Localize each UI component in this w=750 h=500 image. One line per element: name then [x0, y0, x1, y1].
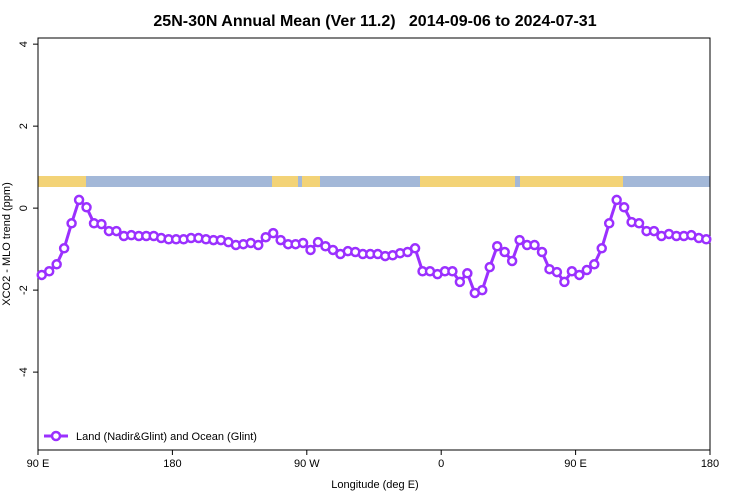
data-point	[297, 237, 309, 249]
x-tick-label: 90 W	[294, 458, 320, 470]
data-point	[484, 261, 495, 273]
land-strip	[420, 176, 515, 187]
data-point	[589, 259, 600, 270]
data-point	[111, 225, 122, 237]
x-axis-label: Longitude (deg E)	[331, 479, 418, 491]
data-point	[559, 276, 570, 288]
data-point	[491, 241, 503, 252]
data-point	[43, 266, 55, 277]
data-point	[701, 234, 712, 245]
y-tick-label: 0	[18, 205, 30, 211]
y-tick-label: 4	[18, 41, 30, 47]
chart-title: 25N-30N Annual Mean (Ver 11.2) 2014-09-0…	[153, 13, 596, 30]
data-point	[611, 194, 622, 206]
land-strip	[302, 176, 320, 187]
legend-marker	[50, 430, 62, 442]
data-point	[305, 244, 316, 256]
legend-label: Land (Nadir&Glint) and Ocean (Glint)	[76, 431, 257, 443]
data-point	[506, 255, 518, 267]
data-point	[409, 243, 421, 254]
data-point	[73, 194, 85, 206]
y-axis-label: XCO2 - MLO trend (ppm)	[1, 182, 13, 305]
x-tick-label: 180	[701, 458, 719, 470]
data-point	[536, 246, 548, 258]
y-tick-label: -2	[18, 285, 30, 295]
data-point	[96, 218, 107, 230]
x-tick-label: 180	[163, 458, 181, 470]
data-point	[51, 259, 62, 270]
y-tick-label: 2	[18, 123, 30, 129]
data-point	[327, 244, 339, 256]
data-point	[596, 243, 607, 254]
land-strip	[520, 176, 623, 187]
data-point	[462, 268, 473, 279]
data-point	[499, 246, 510, 258]
x-tick-label: 0	[438, 458, 444, 470]
data-point	[633, 218, 645, 229]
land-strip	[272, 176, 298, 187]
ocean-strip	[38, 176, 710, 187]
data-point	[477, 284, 488, 296]
data-point	[648, 225, 660, 237]
data-point	[66, 218, 77, 229]
plot-frame	[37, 37, 711, 451]
data-point	[312, 236, 324, 248]
data-point	[58, 243, 70, 254]
data-point	[529, 239, 540, 251]
x-tick-label: 90 E	[27, 458, 50, 470]
data-point	[275, 234, 286, 246]
data-point	[581, 264, 593, 276]
data-point	[260, 231, 271, 243]
x-tick-label: 90 E	[564, 458, 587, 470]
data-point	[267, 227, 279, 239]
data-point	[447, 266, 458, 277]
data-point	[618, 202, 630, 213]
land-mask	[38, 176, 710, 187]
data-point	[253, 239, 264, 251]
data-point	[81, 202, 92, 213]
y-tick-label: -4	[18, 367, 30, 377]
land-strip	[38, 176, 86, 187]
data-point	[551, 266, 563, 278]
data-point	[454, 276, 466, 288]
data-point	[603, 218, 615, 229]
data-point	[514, 234, 525, 246]
data-point	[574, 269, 585, 281]
